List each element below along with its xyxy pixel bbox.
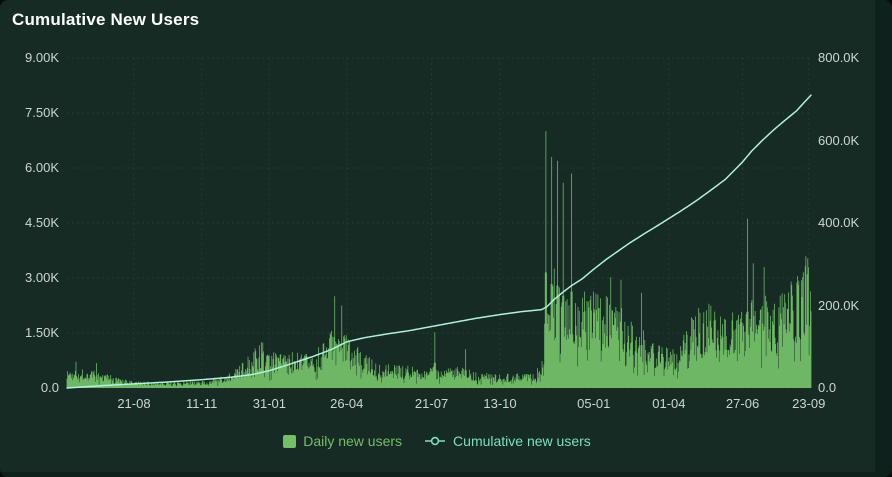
- x-axis-label: 21-08: [117, 396, 151, 411]
- x-axis-label: 01-04: [652, 396, 686, 411]
- bar-swatch-icon: [283, 434, 297, 448]
- y-axis-label-left: 4.50K: [25, 215, 59, 230]
- y-axis-label-right: 400.0K: [818, 215, 860, 230]
- x-axis-label: 31-01: [252, 396, 286, 411]
- x-axis-label: 11-11: [185, 396, 218, 411]
- legend: Daily new users Cumulative new users: [0, 433, 874, 449]
- legend-item-daily-new-users[interactable]: Daily new users: [283, 433, 402, 449]
- legend-label-cumulative: Cumulative new users: [453, 433, 591, 449]
- y-axis-label-right: 600.0K: [818, 132, 860, 148]
- y-axis-label-right: 800.0K: [818, 50, 860, 65]
- cumulative-line-series: [66, 94, 812, 389]
- y-axis-label-left: 7.50K: [25, 105, 59, 120]
- y-axis-label-left: 3.00K: [25, 270, 59, 285]
- panel-bottom-edge: [0, 472, 892, 477]
- x-axis-label: 26-04: [330, 396, 364, 411]
- panel-title: Cumulative New Users: [12, 10, 200, 29]
- x-axis-label: 23-09: [792, 396, 826, 411]
- y-axis-label-left: 0.0: [40, 380, 59, 395]
- y-axis-label-left: 1.50K: [25, 325, 59, 340]
- scrollbar-track[interactable]: [875, 0, 892, 477]
- line-circle-marker-icon: [425, 436, 446, 446]
- y-axis-label-right: 0.0: [818, 380, 837, 395]
- x-axis-label: 05-01: [577, 396, 611, 411]
- x-axis-label: 21-07: [414, 396, 449, 411]
- y-axis-label-left: 6.00K: [25, 160, 59, 175]
- legend-label-daily: Daily new users: [303, 433, 403, 449]
- x-axis-label: 13-10: [483, 396, 517, 411]
- x-axis-label: 27-06: [725, 396, 760, 411]
- y-axis-label-left: 9.00K: [25, 50, 59, 65]
- y-axis-label-right: 200.0K: [818, 297, 860, 313]
- grid: [67, 57, 811, 389]
- daily-bars-series: [66, 131, 812, 388]
- legend-item-cumulative-new-users[interactable]: Cumulative new users: [424, 433, 591, 449]
